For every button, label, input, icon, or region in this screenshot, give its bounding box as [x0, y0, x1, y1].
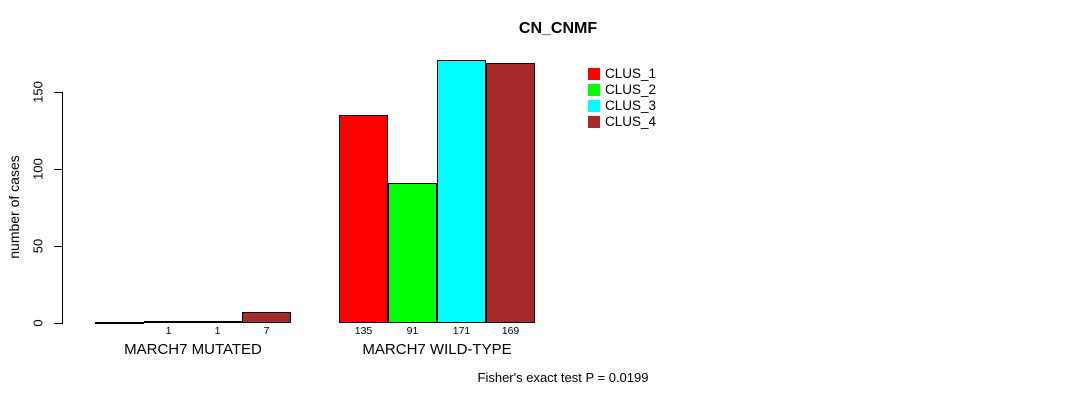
y-axis-tick: [54, 169, 62, 170]
bar: [95, 322, 144, 324]
y-axis-tick: [54, 92, 62, 93]
bar-value-label: 7: [263, 325, 270, 337]
bar: [193, 321, 242, 323]
y-axis-tick-label: 50: [30, 238, 46, 254]
legend-swatch: [588, 100, 600, 112]
legend-swatch: [588, 116, 600, 128]
bar-value-label: 171: [452, 325, 471, 337]
legend-label: CLUS_3: [605, 98, 657, 113]
legend-item: CLUS_2: [588, 82, 656, 98]
bar: [339, 115, 388, 323]
legend-label: CLUS_1: [605, 66, 657, 81]
bar: [388, 183, 437, 323]
legend-label: CLUS_2: [605, 82, 657, 97]
bar-value-label: 135: [354, 325, 373, 337]
legend-swatch: [588, 68, 600, 80]
y-axis-tick-label: 150: [30, 81, 46, 103]
x-category-label: MARCH7 MUTATED: [124, 341, 262, 358]
legend-item: CLUS_4: [588, 114, 656, 130]
bar-value-label: 169: [501, 325, 520, 337]
legend: CLUS_1 CLUS_2 CLUS_3 CLUS_4: [588, 66, 656, 130]
y-axis-tick-label: 0: [30, 319, 46, 327]
legend-swatch: [588, 84, 600, 96]
chart-title: CN_CNMF: [518, 20, 598, 37]
bar-value-label: 1: [165, 325, 172, 337]
y-axis-tick: [54, 246, 62, 247]
bar-value-label: 1: [214, 325, 221, 337]
x-category-label: MARCH7 WILD-TYPE: [362, 341, 512, 358]
bar-value-label: 91: [406, 325, 419, 337]
bar: [242, 312, 291, 323]
y-axis-line: [62, 92, 63, 324]
bar: [486, 63, 535, 323]
y-axis-tick: [54, 323, 62, 324]
legend-item: CLUS_1: [588, 66, 656, 82]
y-axis-tick-label: 100: [30, 158, 46, 180]
bar: [437, 60, 486, 323]
fisher-test-annotation: Fisher's exact test P = 0.0199: [477, 370, 649, 385]
legend-label: CLUS_4: [605, 114, 657, 129]
bar: [144, 321, 193, 323]
legend-item: CLUS_3: [588, 98, 656, 114]
